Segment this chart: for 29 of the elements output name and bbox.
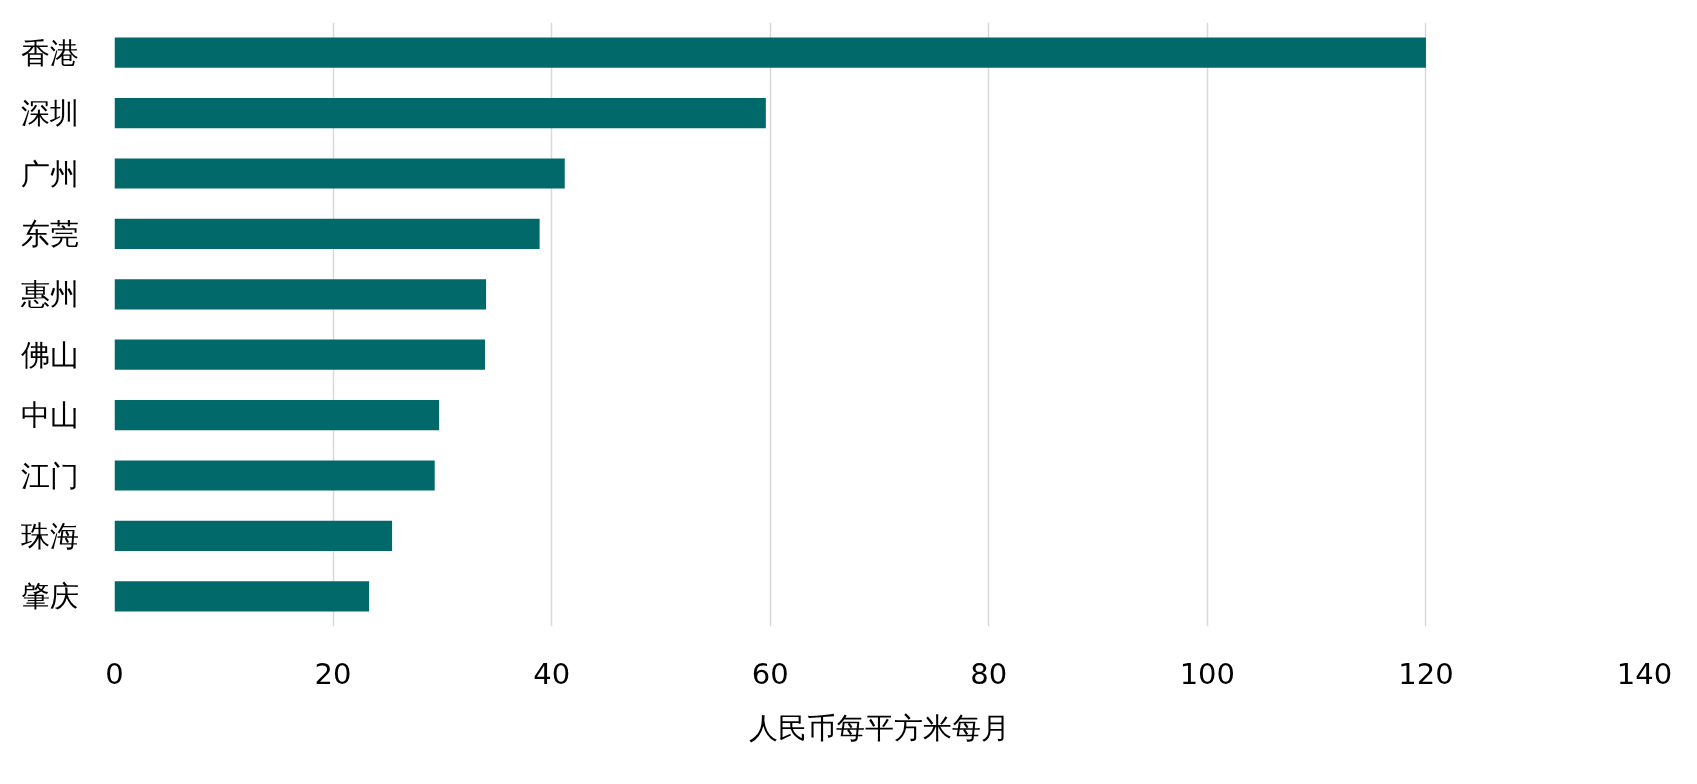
- y-tick-label: 佛山: [20, 337, 79, 372]
- x-tick-label: 80: [970, 656, 1008, 691]
- bar: [114, 98, 766, 129]
- y-tick-label: 珠海: [20, 518, 79, 553]
- y-tick-label: 广州: [20, 156, 79, 191]
- y-tick-label: 东莞: [20, 216, 79, 251]
- x-tick-label: 140: [1616, 656, 1673, 691]
- x-tick-label: 100: [1179, 656, 1236, 691]
- y-tick-label: 肇庆: [20, 579, 79, 614]
- bar: [114, 520, 393, 551]
- y-tick-label: 惠州: [19, 277, 79, 312]
- x-tick-label: 120: [1398, 656, 1454, 691]
- bar: [114, 581, 370, 612]
- x-tick-label: 60: [751, 656, 789, 691]
- bar: [114, 460, 435, 491]
- bar: [114, 158, 565, 189]
- bar: [114, 218, 540, 249]
- x-tick-label: 40: [533, 656, 571, 691]
- y-tick-label: 香港: [20, 35, 79, 70]
- bar: [114, 400, 440, 431]
- bar: [114, 37, 1426, 68]
- y-tick-label: 深圳: [20, 96, 79, 131]
- x-axis-title: 人民币每平方米每月: [749, 710, 1010, 745]
- x-tick-label: 0: [105, 656, 124, 691]
- bar: [114, 339, 485, 370]
- bar: [114, 279, 487, 310]
- x-tick-label: 20: [314, 656, 352, 691]
- y-tick-label: 江门: [20, 458, 79, 493]
- y-tick-label: 中山: [20, 398, 79, 433]
